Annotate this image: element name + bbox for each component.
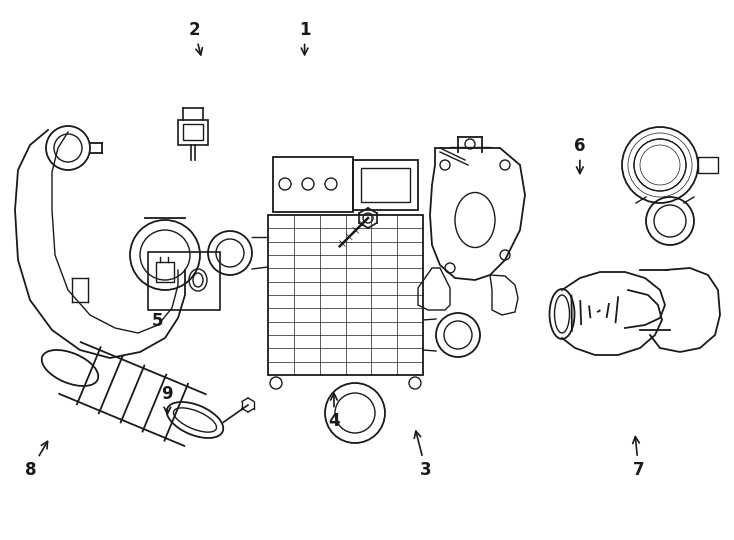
Text: 3: 3 [414,431,432,479]
Text: 7: 7 [633,437,644,479]
Text: 4: 4 [328,394,340,430]
Bar [156,262,174,282]
Bar [698,157,718,173]
Bar [273,157,353,212]
Bar [268,215,423,375]
Bar [178,120,208,145]
Bar [183,124,203,140]
Text: 2: 2 [189,21,203,55]
Bar [353,160,418,210]
Text: 5: 5 [152,312,164,330]
Text: 1: 1 [299,21,310,55]
Bar [148,252,220,310]
Text: 9: 9 [161,385,173,414]
Text: 6: 6 [574,137,586,173]
Bar [361,168,410,202]
Text: 8: 8 [25,441,48,479]
